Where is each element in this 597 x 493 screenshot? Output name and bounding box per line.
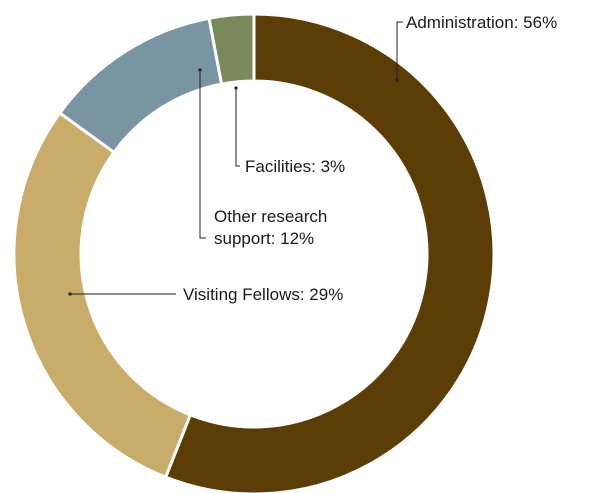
leader-other-research [200,70,206,238]
label-other-research-line2: support: 12% [214,229,314,248]
label-facilities: Facilities: 3% [245,157,345,176]
donut-slices [14,14,494,493]
label-visiting-fellows: Visiting Fellows: 29% [183,285,343,304]
leader-dot-other-research [198,68,201,71]
label-administration: Administration: 56% [406,13,557,32]
leader-dot-administration [395,78,398,81]
slice-other-research-support [60,18,222,152]
leader-dot-facilities [234,86,237,89]
leader-dot-visiting-fellows [68,292,71,295]
label-other-research-line1: Other research [214,207,327,226]
slice-visiting-fellows [14,113,190,477]
leader-facilities [236,88,240,166]
